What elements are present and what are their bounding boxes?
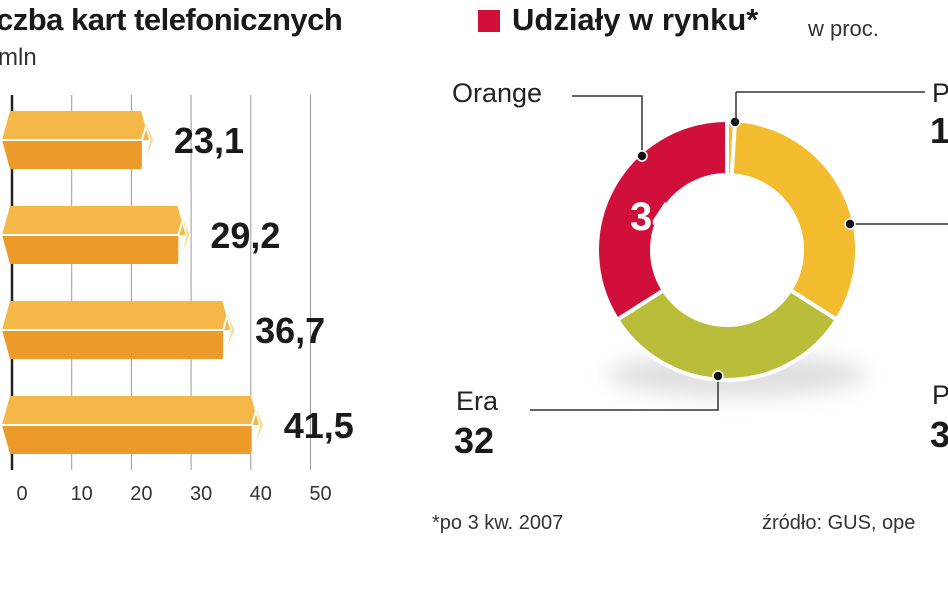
x-tick-label: 10 xyxy=(71,483,93,505)
bar-value-label: 36,7 xyxy=(255,310,325,351)
bar-edge xyxy=(2,112,151,141)
bar-end-face xyxy=(222,300,236,360)
source: źródło: GUS, ope xyxy=(762,512,916,534)
donut-slice xyxy=(595,117,729,323)
bar-edge xyxy=(2,397,261,426)
slice-label-era: Era xyxy=(456,386,499,416)
bar-front-face xyxy=(2,140,142,169)
bar-front-face xyxy=(2,330,224,359)
leader-dot xyxy=(712,370,724,382)
x-tick-label: 30 xyxy=(190,483,212,505)
slice-label-plus: P xyxy=(932,380,948,410)
slice-value-play: 1 xyxy=(930,110,948,151)
pie-chart-title: Udziały w rynku* xyxy=(512,2,759,37)
bar-value-label: 23,1 xyxy=(174,120,244,161)
bar-top-face xyxy=(2,301,232,330)
bar-edge xyxy=(2,207,188,236)
leader-line xyxy=(572,95,643,156)
bar-top-face xyxy=(2,111,150,140)
leader-dot xyxy=(844,218,856,230)
x-tick-label: 20 xyxy=(130,483,152,505)
bar-top-face xyxy=(2,396,260,425)
x-tick-label: 0 xyxy=(16,483,27,505)
donut-slice xyxy=(729,118,859,323)
slice-value-orange: 34 xyxy=(630,195,675,239)
footnote: *po 3 kw. 2007 xyxy=(432,512,564,534)
leader-dot xyxy=(729,116,741,128)
slice-label-play: P xyxy=(932,78,948,108)
slice-value-plus: 3 xyxy=(930,414,948,455)
pie-chart-unit: w proc. xyxy=(808,16,879,41)
bar-end-face xyxy=(251,395,265,455)
bar-chart-title: czba kart telefonicznych xyxy=(0,2,343,37)
bar-end-face xyxy=(141,110,155,170)
bar-end-face xyxy=(177,205,192,265)
x-tick-label: 40 xyxy=(250,483,272,505)
bar-front-face xyxy=(2,425,252,454)
bar-front-face xyxy=(2,235,179,264)
bar-value-label: 41,5 xyxy=(284,405,354,446)
bar-chart-unit: mln xyxy=(0,44,37,71)
legend-swatch xyxy=(478,10,500,32)
bar-edge xyxy=(2,302,233,331)
bar-top-face xyxy=(2,206,187,235)
slice-label-orange: Orange xyxy=(452,78,543,108)
slice-value-era: 32 xyxy=(454,420,495,461)
bar-value-label: 29,2 xyxy=(210,215,280,256)
leader-line xyxy=(530,376,719,411)
leader-dot xyxy=(636,150,648,162)
donut-slice xyxy=(614,287,840,382)
x-tick-label: 50 xyxy=(309,483,331,505)
